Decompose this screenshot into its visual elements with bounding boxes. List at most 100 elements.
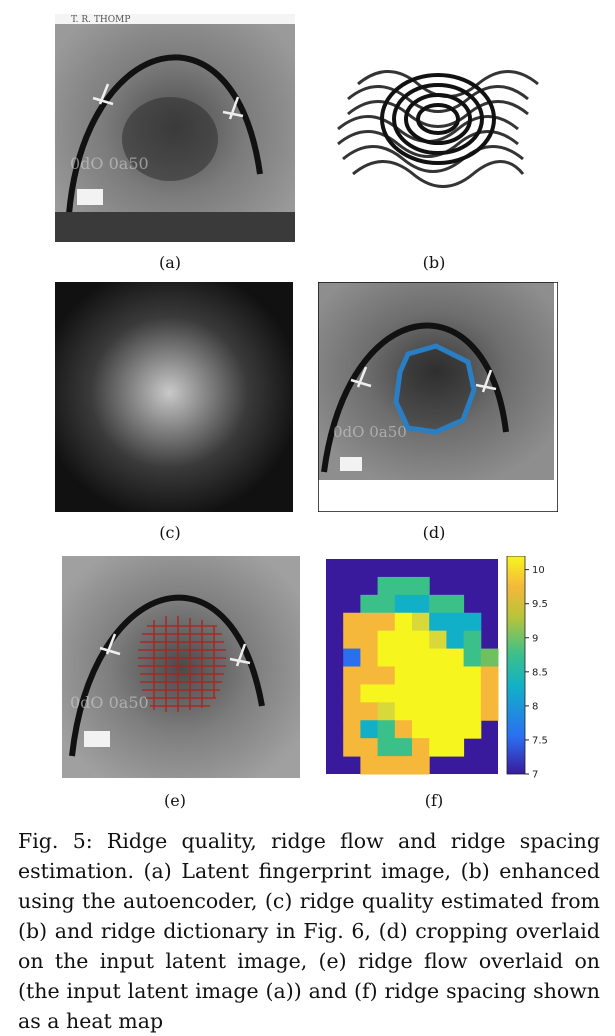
heatmap-cell <box>394 630 413 650</box>
panel-a-latent-image: T. R. THOMP 0dO 0a50 <box>55 14 295 242</box>
heatmap-cell <box>377 684 396 703</box>
colorbar <box>506 556 526 775</box>
colorbar-tick-label: 10 <box>532 565 545 576</box>
panel-b-label: (b) <box>422 253 446 272</box>
panel-c-ridge-quality <box>55 282 293 512</box>
heatmap-cell <box>394 738 413 757</box>
heatmap-cell <box>463 684 482 703</box>
panel-a-header-text: T. R. THOMP <box>71 15 130 25</box>
panel-e-ridge-flow-overlay: 0dO 0a50 <box>62 556 300 778</box>
heatmap-cell <box>429 630 447 650</box>
heatmap-cell <box>377 630 396 650</box>
heatmap-cell <box>360 756 379 775</box>
heatmap-cell <box>412 684 430 703</box>
heatmap-cell <box>412 630 430 650</box>
heatmap-cell <box>446 684 465 703</box>
heatmap-cell <box>412 702 430 721</box>
heatmap-cell <box>412 594 430 614</box>
heatmap-cell <box>360 702 379 721</box>
panel-f-ridge-spacing-heatmap: 10 9.5 9 8.5 8 7.5 7 <box>326 556 556 778</box>
heatmap-cell <box>446 630 465 650</box>
heatmap-cell <box>343 738 361 757</box>
heatmap-cell <box>377 666 396 685</box>
heatmap-cell <box>480 666 499 685</box>
panel-e-label: (e) <box>164 791 186 810</box>
panel-f-label: (f) <box>424 791 444 810</box>
heatmap-cell <box>463 612 482 632</box>
heatmap-cell <box>343 684 361 703</box>
heatmap-cell <box>377 702 396 721</box>
heatmap-cell <box>463 720 482 739</box>
heatmap-cell <box>343 720 361 739</box>
heatmap-cell <box>360 684 379 703</box>
heatmap-cell <box>446 612 465 632</box>
heatmap-cell <box>429 666 447 685</box>
heatmap-cell <box>446 702 465 721</box>
heatmap-cell <box>343 648 361 667</box>
heatmap-cell <box>377 612 396 632</box>
panel-c-label: (c) <box>159 523 181 542</box>
svg-text:0dO 0a50: 0dO 0a50 <box>70 154 149 173</box>
heatmap-cell <box>377 720 396 739</box>
heatmap-cell <box>446 738 465 757</box>
heatmap-cell <box>360 720 379 739</box>
heatmap-cell <box>429 720 447 739</box>
heatmap-cell <box>377 594 396 614</box>
heatmap-cell <box>412 576 430 596</box>
heatmap-cell <box>463 666 482 685</box>
panel-b-enhanced-image <box>318 14 558 242</box>
heatmap-cell <box>446 648 465 667</box>
heatmap-cell <box>343 612 361 632</box>
heatmap-cell <box>394 666 413 685</box>
heatmap-cell <box>412 720 430 739</box>
heatmap-cell <box>360 666 379 685</box>
heatmap-cell <box>377 738 396 757</box>
heatmap-cell <box>394 648 413 667</box>
colorbar-tick-label: 7 <box>532 770 538 779</box>
heatmap-cell <box>480 702 499 721</box>
heatmap-cell <box>412 648 430 667</box>
heatmap-cell <box>480 684 499 703</box>
heatmap-cell <box>429 594 447 614</box>
heatmap-cell <box>412 666 430 685</box>
colorbar-ticks: 10 9.5 9 8.5 8 7.5 7 <box>525 565 548 778</box>
colorbar-tick-label: 7.5 <box>532 735 548 746</box>
heatmap-cells <box>343 576 499 775</box>
heatmap-cell <box>394 612 413 632</box>
heatmap-cell <box>446 720 465 739</box>
heatmap-cell <box>394 684 413 703</box>
panel-d-label: (d) <box>422 523 446 542</box>
heatmap-cell <box>394 594 413 614</box>
panel-d-cropping-overlay: 0dO 0a50 <box>318 282 558 512</box>
heatmap-cell <box>360 648 379 667</box>
heatmap-cell <box>343 666 361 685</box>
heatmap-cell <box>360 612 379 632</box>
heatmap-cell <box>394 576 413 596</box>
heatmap-cell <box>377 576 396 596</box>
heatmap-cell <box>446 594 465 614</box>
heatmap-cell <box>429 684 447 703</box>
colorbar-tick-label: 9.5 <box>532 599 548 610</box>
heatmap-cell <box>429 648 447 667</box>
heatmap-cell <box>463 648 482 667</box>
svg-text:0dO 0a50: 0dO 0a50 <box>333 423 407 441</box>
heatmap-cell <box>429 738 447 757</box>
colorbar-tick-label: 9 <box>532 633 538 644</box>
heatmap-cell <box>412 756 430 775</box>
heatmap-cell <box>429 612 447 632</box>
heatmap-cell <box>343 702 361 721</box>
figure-caption: Fig. 5: Ridge quality, ridge flow and ri… <box>18 829 600 1033</box>
colorbar-tick-label: 8 <box>532 701 538 712</box>
panel-a-label: (a) <box>158 253 182 272</box>
heatmap-cell <box>429 702 447 721</box>
heatmap-cell <box>360 594 379 614</box>
heatmap-cell <box>377 756 396 775</box>
heatmap-cell <box>360 738 379 757</box>
heatmap-cell <box>480 648 499 667</box>
heatmap-cell <box>463 630 482 650</box>
heatmap-cell <box>394 720 413 739</box>
colorbar-tick-label: 8.5 <box>532 667 548 678</box>
heatmap-cell <box>394 702 413 721</box>
heatmap-cell <box>412 738 430 757</box>
heatmap-cell <box>412 612 430 632</box>
